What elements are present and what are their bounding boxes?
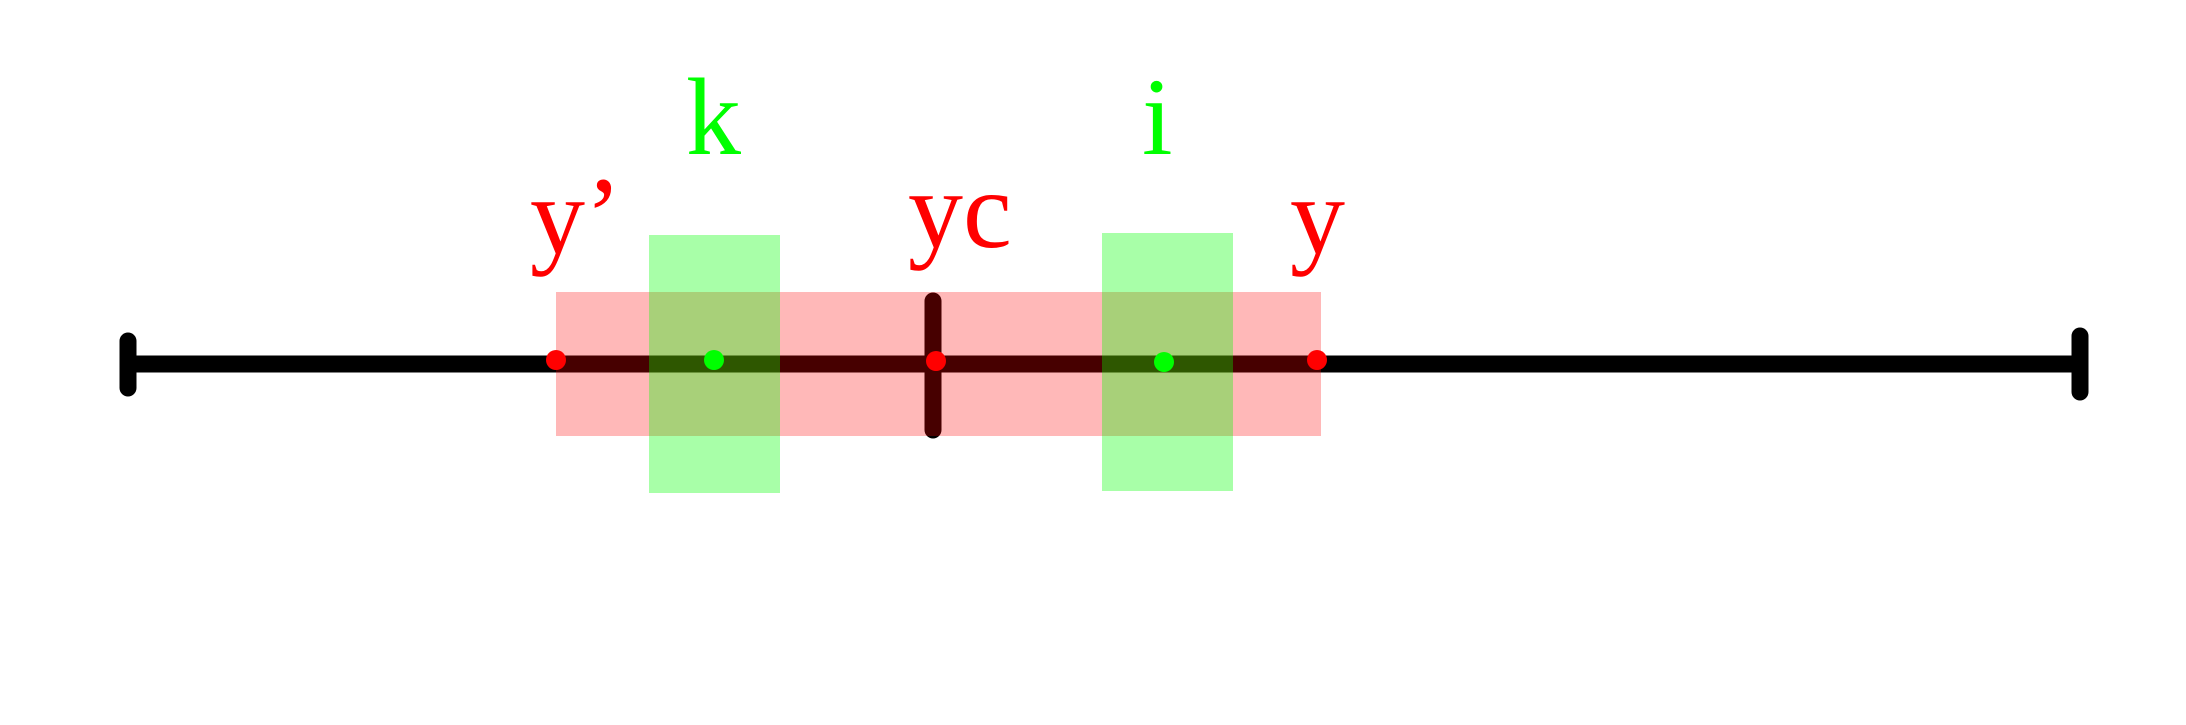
point-y bbox=[1307, 350, 1327, 370]
label-k: k bbox=[686, 56, 741, 178]
point-yc bbox=[926, 351, 946, 371]
point-i bbox=[1154, 352, 1174, 372]
point-y-prime bbox=[546, 350, 566, 370]
label-i: i bbox=[1142, 56, 1173, 178]
label-y: y bbox=[1290, 155, 1345, 277]
label-yc: yc bbox=[908, 149, 1012, 271]
point-k bbox=[704, 350, 724, 370]
label-y-prime: y’ bbox=[530, 155, 622, 277]
